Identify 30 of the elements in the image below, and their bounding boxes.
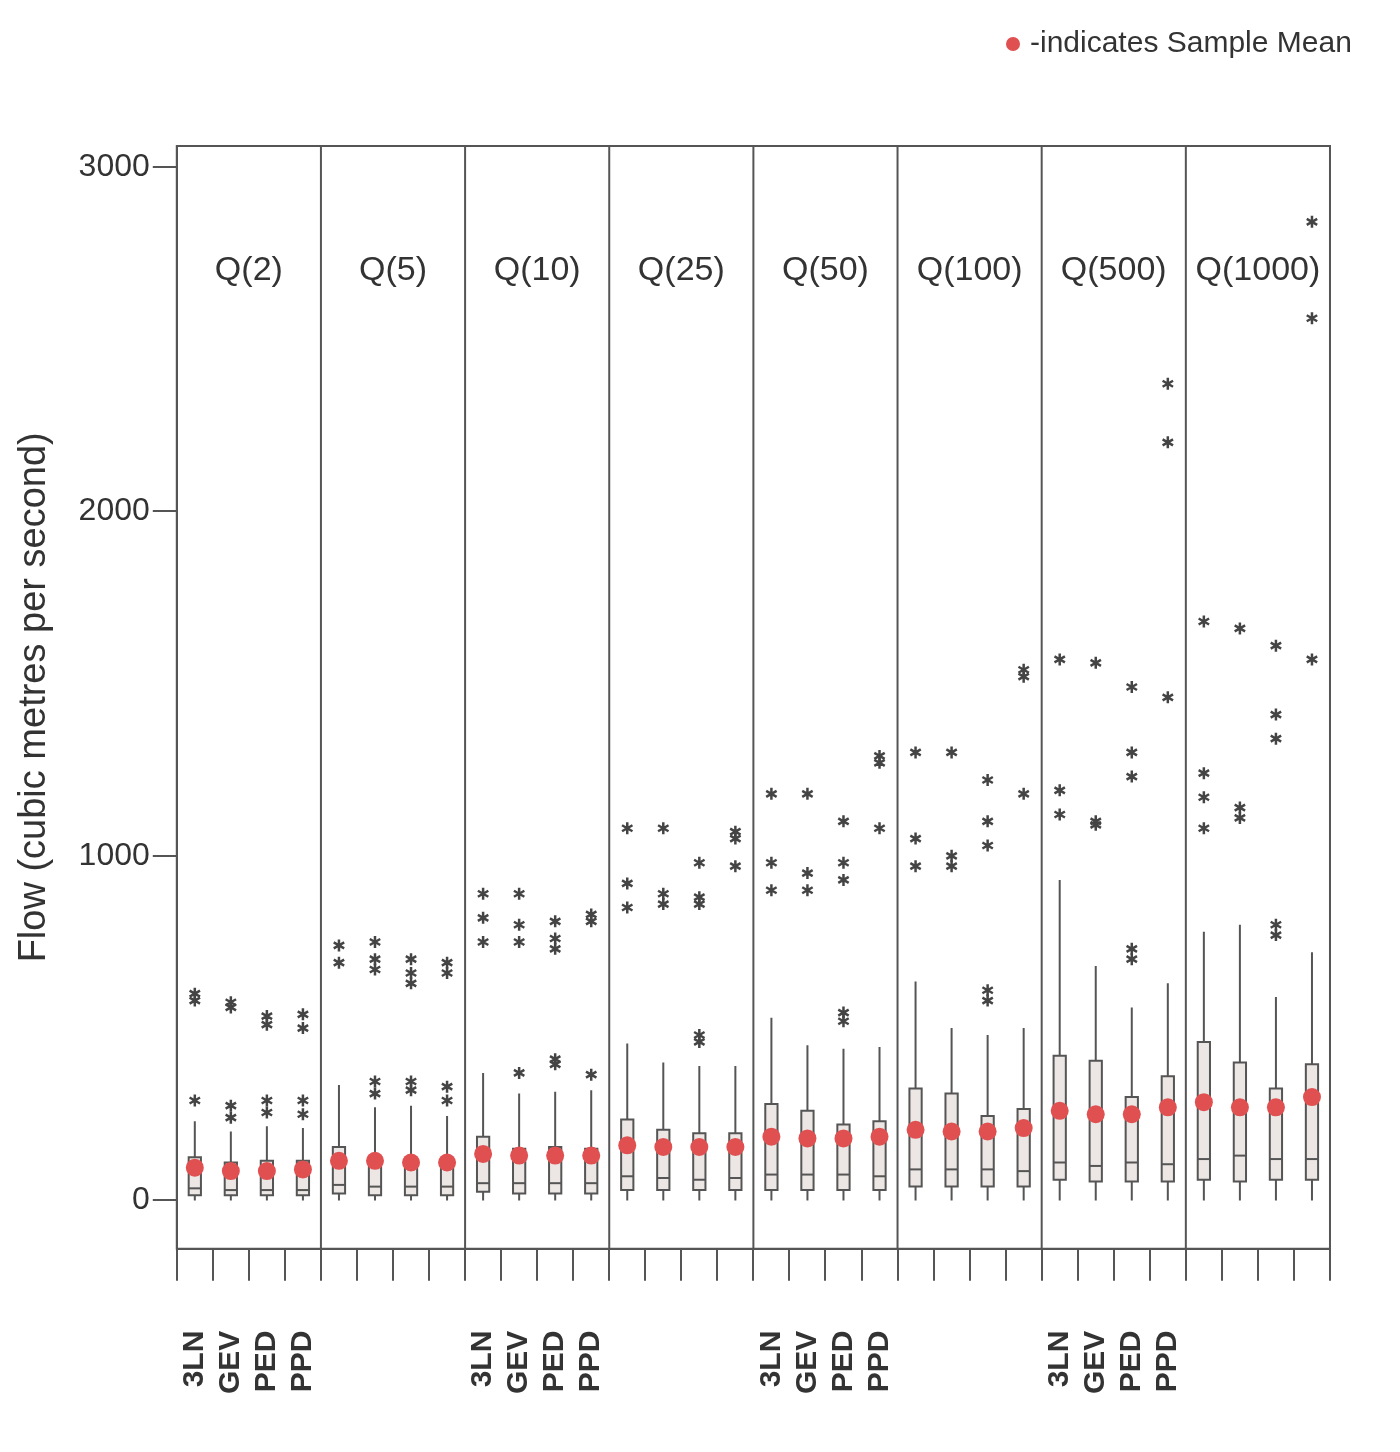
annotation: Q(500) bbox=[1060, 249, 1167, 288]
annotation: Q(10) bbox=[493, 249, 581, 288]
x-tick-label: PED bbox=[536, 1330, 570, 1393]
x-tick-label: PPD bbox=[284, 1330, 318, 1393]
x-tick-label: 3LN bbox=[1040, 1330, 1074, 1388]
x-tick-label: GEV bbox=[1077, 1330, 1111, 1394]
x-tick-label: PED bbox=[1113, 1330, 1147, 1393]
x-tick-label: 3LN bbox=[176, 1330, 210, 1388]
annotation: Q(5) bbox=[359, 249, 428, 288]
x-tick-label: PED bbox=[824, 1330, 858, 1393]
x-tick-label: 3LN bbox=[752, 1330, 786, 1388]
annotation: Q(2) bbox=[214, 249, 283, 288]
annotation: Q(25) bbox=[637, 249, 725, 288]
x-tick-label: PPD bbox=[572, 1330, 606, 1393]
annotation: Q(1000) bbox=[1195, 249, 1321, 288]
y-tick-label: 2000 bbox=[78, 491, 150, 528]
x-tick-label: PPD bbox=[860, 1330, 894, 1393]
x-tick-label: 3LN bbox=[464, 1330, 498, 1388]
y-tick-label: 1000 bbox=[78, 835, 150, 872]
x-tick-label: PED bbox=[248, 1330, 282, 1393]
x-tick-label: GEV bbox=[212, 1330, 246, 1394]
y-tick-label: 3000 bbox=[78, 146, 150, 183]
x-tick-label: PPD bbox=[1149, 1330, 1183, 1393]
text: -indicates Sample Mean bbox=[1030, 25, 1352, 59]
annotation: Q(50) bbox=[782, 249, 869, 288]
y-axis-title: Flow (cubic metres per second) bbox=[11, 432, 54, 963]
x-tick-label: GEV bbox=[788, 1330, 822, 1394]
x-tick-label: GEV bbox=[500, 1330, 534, 1394]
annotation: Q(100) bbox=[916, 249, 1023, 288]
y-tick-label: 0 bbox=[131, 1180, 150, 1217]
